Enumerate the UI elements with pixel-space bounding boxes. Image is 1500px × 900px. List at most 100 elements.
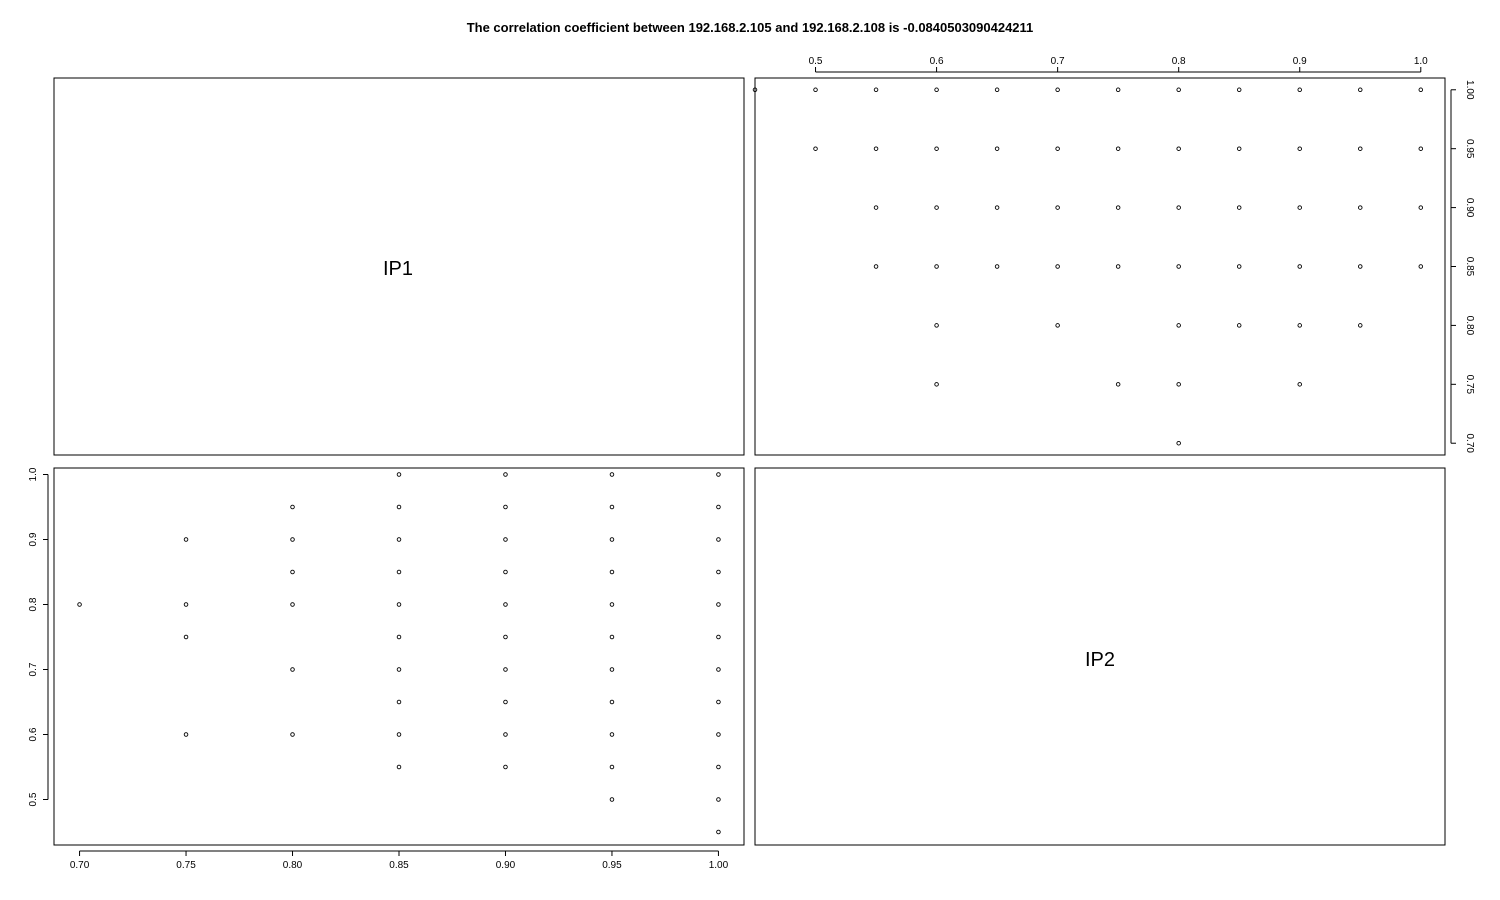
data-point (1176, 440, 1181, 446)
data-point (503, 504, 508, 510)
data-point (1418, 87, 1424, 93)
data-point (609, 569, 615, 575)
data-point (396, 699, 402, 705)
data-point (290, 569, 295, 575)
data-point (77, 602, 82, 607)
data-point (716, 504, 721, 510)
data-point (1115, 205, 1121, 210)
data-point (503, 472, 508, 477)
x-tick-label: 0.7 (1051, 56, 1065, 67)
data-point (716, 764, 721, 770)
data-point (716, 602, 721, 607)
data-point (503, 699, 508, 705)
plot-frame (754, 77, 1446, 456)
x-tick-label: 0.9 (1293, 56, 1307, 67)
y-tick-label: 0.80 (1464, 316, 1475, 336)
data-point (503, 602, 508, 607)
data-point (1055, 87, 1060, 93)
data-point (1115, 382, 1121, 387)
data-point (609, 732, 615, 737)
data-point (396, 634, 402, 640)
data-point (1418, 264, 1424, 269)
data-point (183, 602, 189, 607)
data-point (994, 87, 1000, 93)
x-tick-label: 0.80 (283, 860, 303, 871)
data-point (1297, 323, 1302, 328)
panel-frame-ip1 (53, 77, 745, 456)
data-point (1297, 264, 1302, 269)
data-point (934, 146, 939, 151)
data-point (873, 205, 879, 210)
data-point (609, 472, 615, 477)
data-point (1418, 146, 1424, 151)
data-point (934, 264, 939, 269)
data-point (503, 764, 508, 770)
data-point (1176, 382, 1181, 387)
data-point (1176, 264, 1181, 269)
data-point (396, 764, 402, 770)
data-point (1115, 264, 1121, 269)
data-point (290, 504, 295, 510)
data-point (396, 569, 402, 575)
data-point (503, 569, 508, 575)
diagonal-label-ip1: IP1 (383, 258, 413, 280)
data-point (716, 732, 721, 737)
panel-frame-ip2 (754, 467, 1446, 846)
y-tick-label: 0.7 (28, 662, 39, 676)
data-point (1176, 205, 1181, 210)
y-tick-label: 1.0 (28, 467, 39, 481)
data-point (716, 699, 721, 705)
data-point (396, 602, 402, 607)
data-point (290, 602, 295, 607)
y-tick-label: 0.5 (28, 792, 39, 806)
data-point (396, 537, 402, 542)
data-point (934, 87, 939, 93)
scatter-panel-top-right: 0.5 0.6 0.7 0.8 0.9 1.0 0.70 0.75 0.80 0.85 0.90 0.… (752, 56, 1475, 456)
x-tick-label: 0.85 (389, 860, 409, 871)
data-point (994, 205, 1000, 210)
data-point (716, 797, 721, 802)
data-point (752, 87, 758, 93)
x-tick-label: 0.5 (809, 56, 823, 67)
data-point (503, 667, 508, 672)
data-point (934, 205, 939, 210)
data-point (1297, 146, 1302, 151)
data-point (609, 764, 615, 770)
data-point (716, 634, 721, 640)
data-point (873, 87, 879, 93)
diagonal-label-ip2: IP2 (1085, 649, 1115, 671)
data-point (609, 667, 615, 672)
data-point (1176, 87, 1181, 93)
data-point (503, 732, 508, 737)
x-tick-label: 0.90 (496, 860, 516, 871)
data-point (994, 264, 1000, 269)
y-tick-label: 0.85 (1464, 257, 1475, 277)
data-point (183, 537, 189, 542)
data-point (1236, 323, 1242, 328)
data-point (290, 732, 295, 737)
data-point (1176, 323, 1181, 328)
data-point (1358, 323, 1363, 328)
data-point (1115, 146, 1121, 151)
data-point (609, 504, 615, 510)
x-tick-label: 0.75 (176, 860, 196, 871)
x-tick-label: 1.00 (709, 860, 729, 871)
y-tick-label: 0.95 (1464, 139, 1475, 159)
plot-frame (53, 467, 745, 846)
data-point (716, 569, 721, 575)
x-tick-label: 0.6 (930, 56, 944, 67)
data-point (290, 537, 295, 542)
data-point (873, 146, 879, 151)
data-point (503, 537, 508, 542)
y-tick-label: 0.6 (28, 727, 39, 741)
data-point (503, 634, 508, 640)
data-point (1358, 205, 1363, 210)
data-point (873, 264, 879, 269)
data-point (1115, 87, 1121, 93)
scatter-panel-bottom-left: 0.70 0.75 0.80 0.85 0.90 0.95 1.00 0.5 0.6 0.7 0.8… (28, 467, 745, 871)
data-point (716, 472, 721, 477)
data-point (934, 382, 939, 387)
data-point (290, 667, 295, 672)
y-tick-label: 0.9 (28, 532, 39, 546)
